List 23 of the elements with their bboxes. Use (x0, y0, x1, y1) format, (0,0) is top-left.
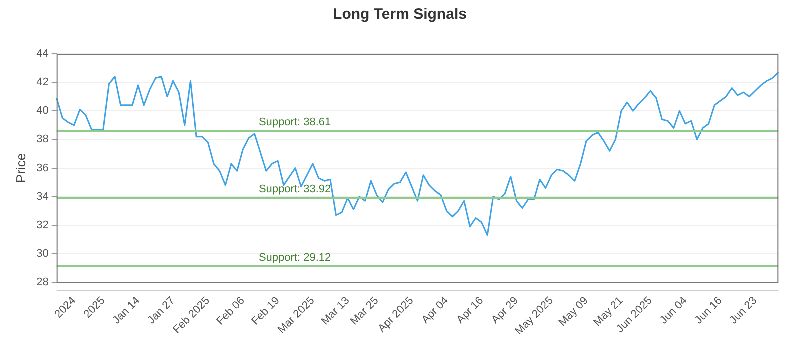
ref-line-label: Support: 29.12 (258, 252, 332, 264)
x-tick-label: Apr 16 (454, 294, 486, 326)
y-axis-title: Price (13, 153, 28, 184)
x-tick-label: Jun 04 (658, 294, 690, 327)
y-tick-label: 40 (36, 105, 49, 118)
chart-title: Long Term Signals (333, 6, 467, 24)
y-tick-label: 32 (36, 219, 49, 232)
y-tick-label: 38 (36, 134, 49, 146)
y-tick-label: 42 (36, 76, 49, 89)
x-tick-label: Feb 06 (214, 294, 248, 328)
x-tick-label: May 09 (556, 294, 591, 329)
y-tick-label: 36 (36, 162, 49, 174)
ref-line-label: Support: 33.92 (258, 183, 332, 196)
ref-line-label: Support: 38.61 (258, 116, 332, 129)
x-tick-label: Feb 19 (250, 294, 282, 328)
y-tick-label: 44 (36, 48, 49, 60)
y-tick-label: 28 (36, 276, 49, 289)
x-tick-label: Jan 14 (110, 294, 143, 327)
x-tick-label: Jun 23 (728, 294, 760, 327)
x-tick-label: Jun 16 (692, 294, 725, 327)
y-tick-label: 30 (36, 248, 49, 260)
y-tick-label: 34 (36, 190, 49, 203)
x-tick-label: Apr 04 (420, 294, 452, 326)
